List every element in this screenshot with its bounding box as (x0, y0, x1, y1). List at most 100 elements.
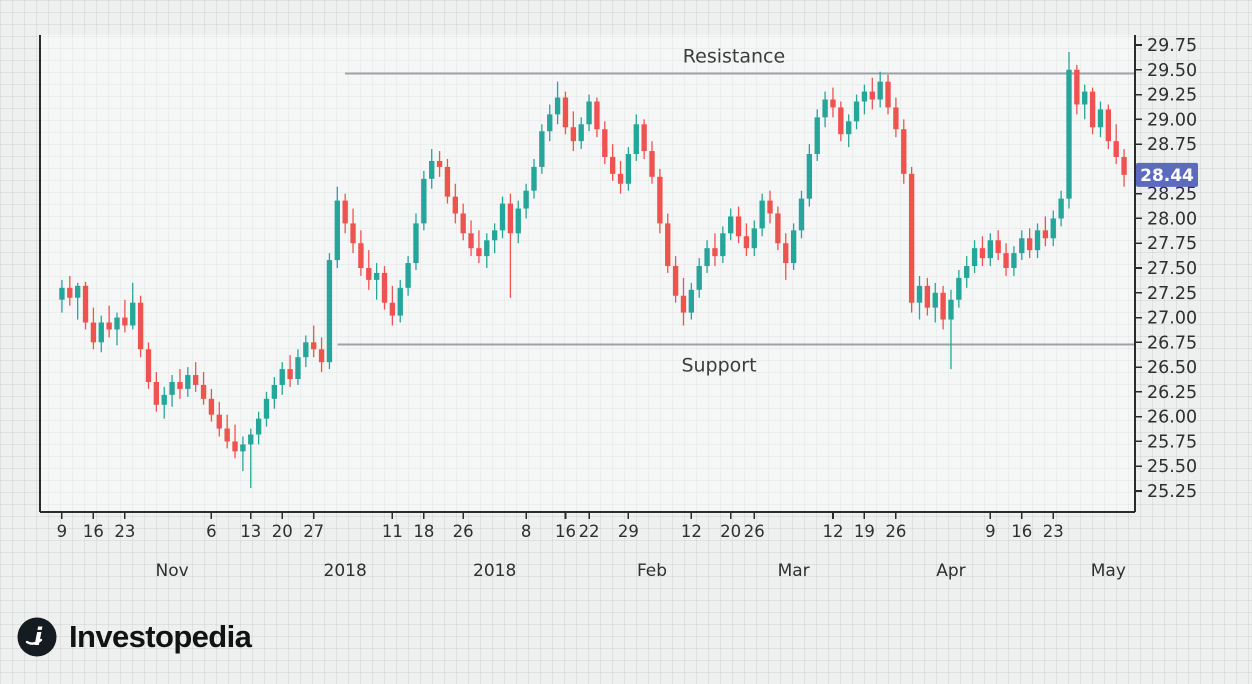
x-day-label: 11 (382, 522, 403, 541)
candle (720, 233, 726, 257)
candle (130, 302, 136, 326)
candle (908, 173, 915, 303)
y-tick-label: 28.00 (1147, 209, 1197, 229)
x-month-label: 2018 (473, 561, 516, 581)
candle (1003, 253, 1009, 268)
y-tick-label: 25.50 (1147, 457, 1197, 477)
x-day-label: 13 (240, 522, 261, 541)
candle (609, 156, 616, 174)
candle (436, 160, 443, 167)
candle (562, 97, 569, 128)
candle (342, 200, 348, 224)
candle (979, 248, 986, 259)
candle (523, 190, 529, 209)
candle (216, 414, 222, 429)
candle (153, 381, 160, 405)
candle (554, 97, 561, 115)
last-price-badge: 28.44 (1136, 162, 1198, 187)
candle (515, 208, 521, 234)
candle (279, 369, 285, 385)
candle (751, 228, 757, 249)
y-tick-label: 29.25 (1147, 86, 1197, 106)
x-day-label: 20 (720, 522, 741, 541)
candle (987, 240, 993, 259)
candle (901, 129, 907, 174)
candle (326, 260, 333, 363)
x-day-label: 16 (83, 522, 104, 541)
x-day-label: 23 (114, 522, 135, 541)
candle (405, 263, 411, 288)
y-tick-label: 27.25 (1147, 284, 1197, 304)
resistance-label: Resistance (683, 46, 785, 68)
candle (948, 299, 954, 320)
candle (381, 272, 388, 303)
candle (287, 369, 293, 380)
x-day-label: 19 (854, 522, 875, 541)
y-axis: 29.75 29.50 29.25 29.00 28.75 28.25 28.00 27.75… (1135, 36, 1197, 502)
candle (672, 266, 679, 296)
candle (232, 441, 238, 452)
candle (767, 200, 773, 214)
x-month-label: Feb (637, 561, 667, 581)
candle (830, 99, 836, 108)
candle (822, 99, 828, 118)
x-day-label: 9 (57, 522, 68, 541)
candle (185, 375, 191, 389)
logo-text: Investopedia (69, 619, 252, 654)
x-day-label: 18 (413, 522, 434, 541)
candle (1121, 156, 1127, 175)
candle (444, 166, 451, 197)
x-day-label: 20 (272, 522, 293, 541)
candle (877, 81, 883, 100)
x-day-label: 16 (555, 522, 576, 541)
candle (586, 101, 592, 125)
support-label: Support (681, 354, 756, 376)
last-price-badge-bg (1136, 162, 1198, 187)
candle (594, 101, 600, 130)
y-tick-label: 27.50 (1147, 259, 1197, 279)
y-tick-label: 26.25 (1147, 383, 1197, 403)
candle (759, 200, 765, 229)
candle (1113, 141, 1119, 157)
candle (1097, 109, 1104, 128)
candle (712, 248, 718, 257)
candle (735, 216, 742, 237)
candle (602, 129, 608, 157)
candle (59, 287, 65, 300)
candle (334, 200, 340, 261)
candle (790, 230, 797, 264)
candle (452, 196, 458, 214)
candle (696, 266, 702, 290)
candle (468, 233, 474, 249)
candles-layer (59, 51, 1127, 489)
candle (460, 213, 466, 234)
candle (1042, 230, 1049, 239)
candlestick-chart: Resistance Support 29.75 29.50 29.25 29.00 28.… (39, 35, 1198, 581)
candle (200, 384, 207, 399)
candle (539, 131, 545, 167)
x-day-label: 26 (744, 522, 765, 541)
candle (248, 434, 254, 445)
candle (169, 381, 175, 395)
x-day-label: 12 (681, 522, 702, 541)
candle (728, 216, 734, 234)
candle (547, 114, 553, 132)
x-day-label: 9 (985, 522, 996, 541)
x-day-label: 23 (1043, 522, 1064, 541)
x-day-label: 6 (206, 522, 217, 541)
investopedia-logo-icon: i (17, 617, 57, 657)
candle (271, 384, 278, 399)
candle (617, 173, 624, 184)
candle (1019, 238, 1025, 254)
candle (350, 223, 356, 244)
x-month-label: May (1091, 561, 1126, 581)
candle (916, 285, 923, 303)
x-day-label: 26 (885, 522, 906, 541)
candle (783, 243, 789, 264)
candle (633, 124, 639, 155)
x-day-label: 27 (303, 522, 324, 541)
last-price-label: 28.44 (1140, 166, 1194, 186)
candle (846, 121, 852, 135)
candle (743, 236, 750, 249)
